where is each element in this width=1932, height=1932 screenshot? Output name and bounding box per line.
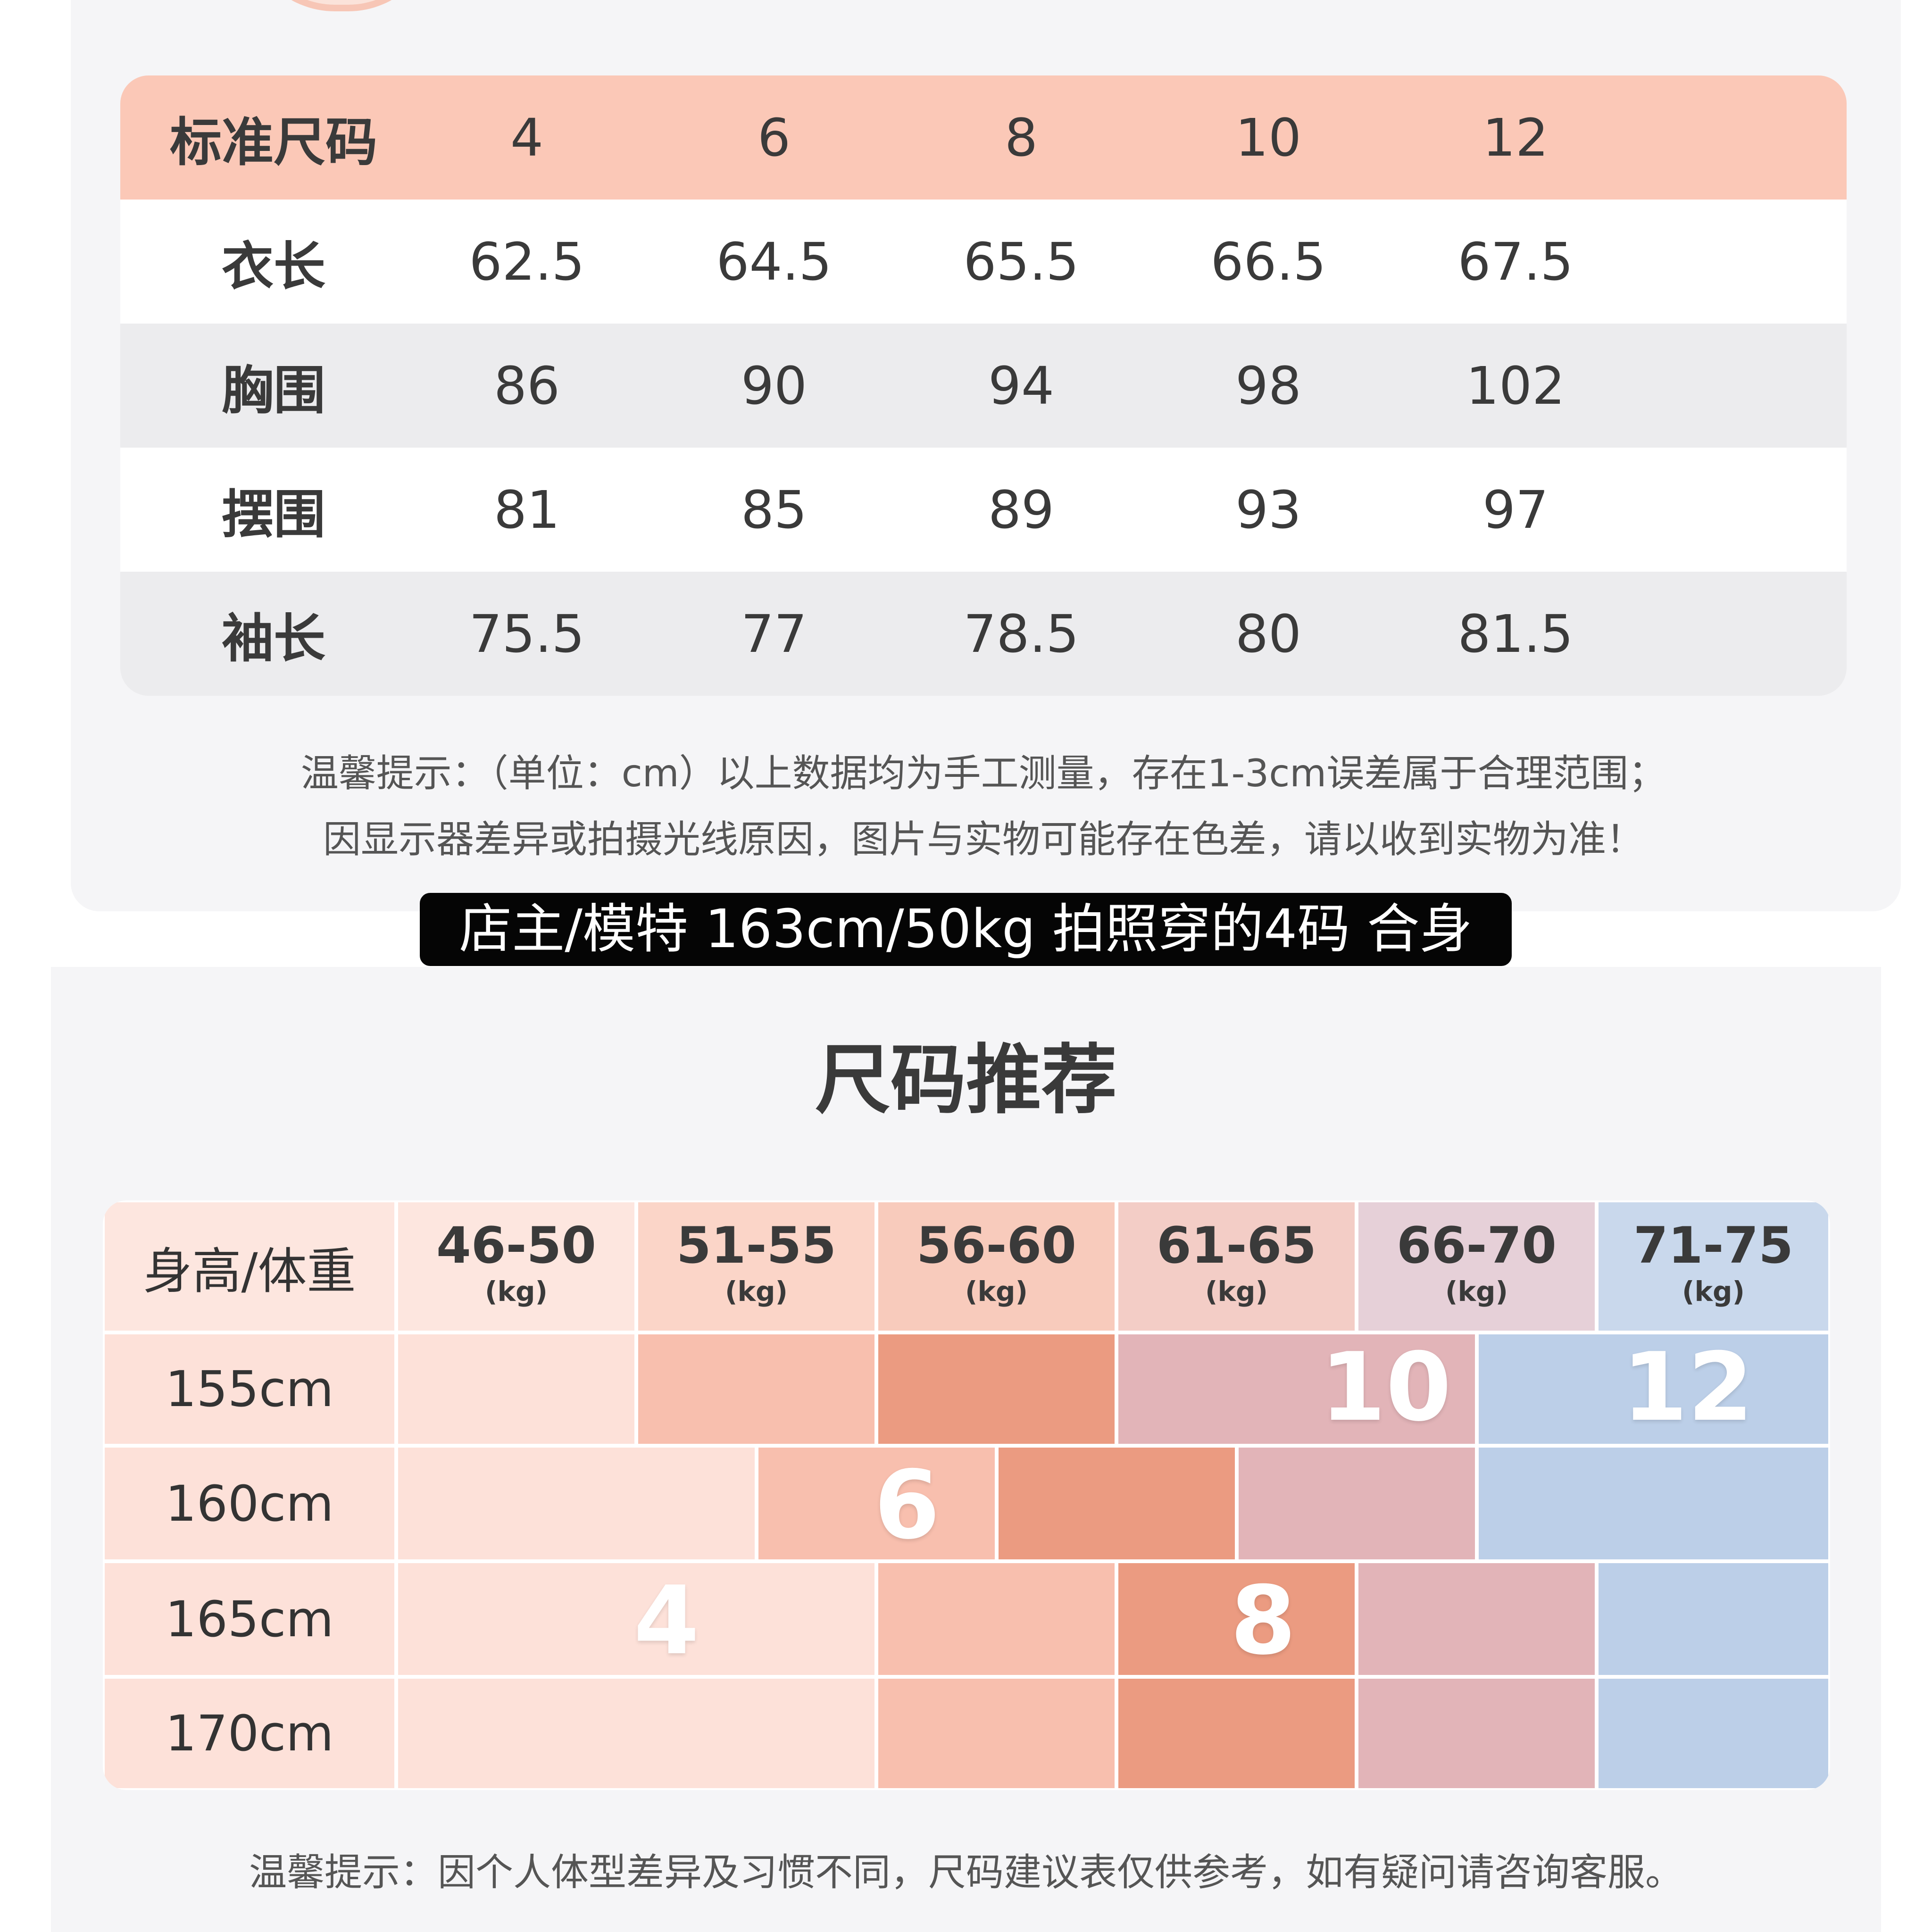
table-cell: 67.5	[1457, 231, 1574, 292]
table-cell: 62.5	[469, 231, 585, 292]
weight-range: 51-55	[676, 1216, 836, 1274]
recommend-note: 温馨提示：因个人体型差异及习惯不同，尺码建议表仅供参考，如有疑问请咨询客服。	[249, 1850, 1683, 1894]
size-cell-10	[1357, 1561, 1597, 1677]
table-cell: 98	[1235, 355, 1301, 416]
weight-range: 61-65	[1156, 1216, 1316, 1274]
table-cell: 81.5	[1457, 603, 1574, 664]
size-label-4: 4	[633, 1566, 700, 1676]
table-cell: 102	[1466, 355, 1565, 416]
table-cell: 64.5	[716, 231, 832, 292]
table-cell: 89	[988, 479, 1054, 540]
table-row: 胸围 86 90 94 98 102	[120, 324, 1847, 448]
table-cell: 90	[741, 355, 807, 416]
size-cell-10	[1116, 1332, 1477, 1446]
row-label: 摆围	[222, 484, 325, 545]
table-cell: 65.5	[963, 231, 1079, 292]
row-label: 衣长	[222, 236, 325, 297]
size-cell-4	[396, 1561, 876, 1677]
size-cell-6	[756, 1446, 997, 1561]
table-cell: 75.5	[469, 603, 585, 664]
size-cell-12	[1476, 1446, 1830, 1561]
size-cell-8	[996, 1446, 1237, 1561]
table-row: 摆围 81 85 89 93 97	[120, 448, 1847, 572]
model-caption: 店主/模特 163cm/50kg 拍照穿的4码 合身	[420, 893, 1512, 966]
recommend-title: 尺码推荐	[815, 1036, 1117, 1124]
size-cell-12	[1597, 1677, 1830, 1790]
size-cell-8	[1116, 1561, 1357, 1677]
table-cell: 97	[1482, 479, 1549, 540]
weight-header: 56-60 (kg)	[876, 1200, 1116, 1332]
table-cell: 78.5	[963, 603, 1079, 664]
weight-unit: (kg)	[484, 1275, 548, 1307]
weight-header: 51-55 (kg)	[636, 1200, 876, 1332]
height-label: 170cm	[103, 1677, 396, 1790]
weight-header: 66-70 (kg)	[1357, 1200, 1597, 1332]
size-recommend-table: 身高/体重 46-50 (kg) 51-55 (kg) 56-60 (kg) 6…	[103, 1200, 1830, 1790]
weight-range: 46-50	[436, 1216, 596, 1274]
weight-header: 61-65 (kg)	[1116, 1200, 1357, 1332]
size-cell-4	[396, 1677, 876, 1790]
height-label: 160cm	[103, 1446, 396, 1561]
weight-header: 46-50 (kg)	[396, 1200, 636, 1332]
size-cell-6	[876, 1561, 1116, 1677]
weight-unit: (kg)	[724, 1275, 788, 1307]
table-row: 袖长 75.5 77 78.5 80 81.5	[120, 572, 1847, 696]
spec-header-size: 10	[1235, 107, 1301, 168]
size-label-12: 12	[1622, 1332, 1754, 1442]
size-cell-12	[1476, 1332, 1830, 1446]
size-cell-8	[1116, 1677, 1357, 1790]
table-cell: 93	[1235, 479, 1301, 540]
weight-unit: (kg)	[1205, 1275, 1268, 1307]
weight-unit: (kg)	[1682, 1275, 1745, 1307]
weight-range: 56-60	[916, 1216, 1076, 1274]
spec-header-size: 8	[1005, 107, 1038, 168]
measurement-note: 温馨提示：（单位：cm）以上数据均为手工测量，存在1-3cm误差属于合理范围； …	[120, 741, 1847, 873]
table-cell: 80	[1235, 603, 1301, 664]
size-cell-4	[396, 1332, 636, 1446]
size-label-6: 6	[874, 1450, 940, 1560]
spec-header-size: 12	[1482, 107, 1549, 168]
size-cell-10	[1357, 1677, 1597, 1790]
height-label: 155cm	[103, 1332, 396, 1446]
weight-header: 71-75 (kg)	[1597, 1200, 1830, 1332]
size-label-10: 10	[1320, 1332, 1452, 1442]
table-cell: 94	[988, 355, 1054, 416]
row-label: 袖长	[222, 608, 325, 669]
size-cell-6	[876, 1677, 1116, 1790]
size-cell-10	[1236, 1446, 1477, 1561]
size-spec-table: 标准尺码 4 6 8 10 12 衣长 62.5 64.5 65.5 66.5 …	[120, 75, 1847, 696]
size-label-8: 8	[1230, 1566, 1296, 1676]
corner-label: 身高/体重	[103, 1200, 396, 1332]
table-cell: 66.5	[1210, 231, 1326, 292]
size-cell-8	[876, 1332, 1116, 1446]
spec-header-size: 6	[758, 107, 791, 168]
size-cell-6	[636, 1332, 876, 1446]
weight-range: 66-70	[1396, 1216, 1557, 1274]
table-row: 衣长 62.5 64.5 65.5 66.5 67.5	[120, 200, 1847, 324]
table-cell: 85	[741, 479, 807, 540]
spec-header-row: 标准尺码 4 6 8 10 12	[120, 75, 1847, 200]
weight-unit: (kg)	[965, 1275, 1028, 1307]
size-cell-12	[1597, 1561, 1830, 1677]
note-line: 因显示器差异或拍摄光线原因，图片与实物可能存在色差，请以收到实物为准！	[323, 817, 1644, 861]
weight-unit: (kg)	[1445, 1275, 1508, 1307]
size-cell-4	[396, 1446, 757, 1561]
weight-range: 71-75	[1633, 1216, 1793, 1274]
row-label: 胸围	[222, 360, 325, 421]
table-cell: 77	[741, 603, 807, 664]
spec-header-size: 4	[510, 107, 543, 168]
note-line: 温馨提示：（单位：cm）以上数据均为手工测量，存在1-3cm误差属于合理范围；	[300, 751, 1666, 795]
table-cell: 81	[494, 479, 560, 540]
height-label: 165cm	[103, 1561, 396, 1677]
spec-header-label: 标准尺码	[170, 112, 377, 173]
table-cell: 86	[494, 355, 560, 416]
